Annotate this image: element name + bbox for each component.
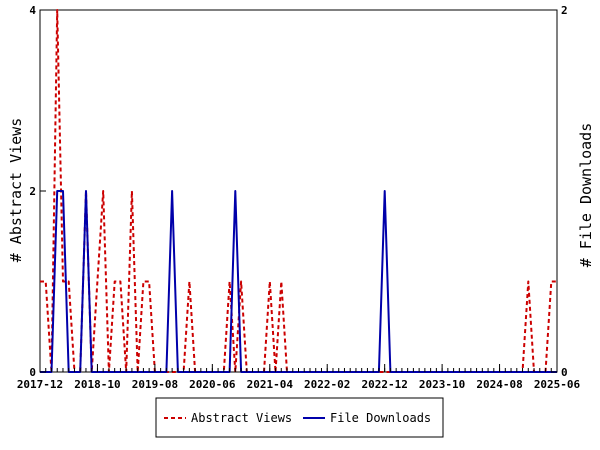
x-tick-label: 2021-04 <box>247 378 294 391</box>
plot-frame <box>39 9 558 373</box>
x-tick-label: 2020-06 <box>189 378 236 391</box>
x-tick-label: 2022-02 <box>304 378 350 391</box>
series-line-abstract-views <box>40 9 557 373</box>
ticks-layer: 2017-12 2018-10 2019-08 2020-06 2021-04 2022-… <box>17 4 581 391</box>
x-tick-label: 2019-08 <box>132 378 178 391</box>
legend-label-abstract: Abstract Views <box>191 411 292 425</box>
y-axis-right-title: # File Downloads <box>577 123 595 268</box>
x-tick-label: 2022-12 <box>361 378 407 391</box>
y-left-tick-label: 4 <box>29 4 36 17</box>
y-axis-left-label: # Abstract Views <box>7 118 25 263</box>
legend: Abstract Views File Downloads <box>155 397 444 438</box>
y-axis-left-title: # Abstract Views <box>7 118 25 263</box>
y-axis-right-label: # File Downloads <box>577 123 595 268</box>
legend-box <box>155 397 444 438</box>
y-right-tick-label: 2 <box>561 4 568 17</box>
x-tick-label: 2018-10 <box>74 378 120 391</box>
x-tick-label: 2017-12 <box>17 378 63 391</box>
x-tick-label: 2023-10 <box>419 378 465 391</box>
y-right-tick-label: 0 <box>561 366 568 379</box>
x-tick-label: 2024-08 <box>476 378 522 391</box>
x-tick-label: 2025-06 <box>534 378 581 391</box>
y-left-tick-label: 0 <box>29 366 36 379</box>
legend-label-downloads: File Downloads <box>330 411 431 425</box>
y-left-tick-label: 2 <box>29 185 36 198</box>
plot-layer <box>39 9 558 373</box>
series-line-file-downloads <box>40 190 557 373</box>
